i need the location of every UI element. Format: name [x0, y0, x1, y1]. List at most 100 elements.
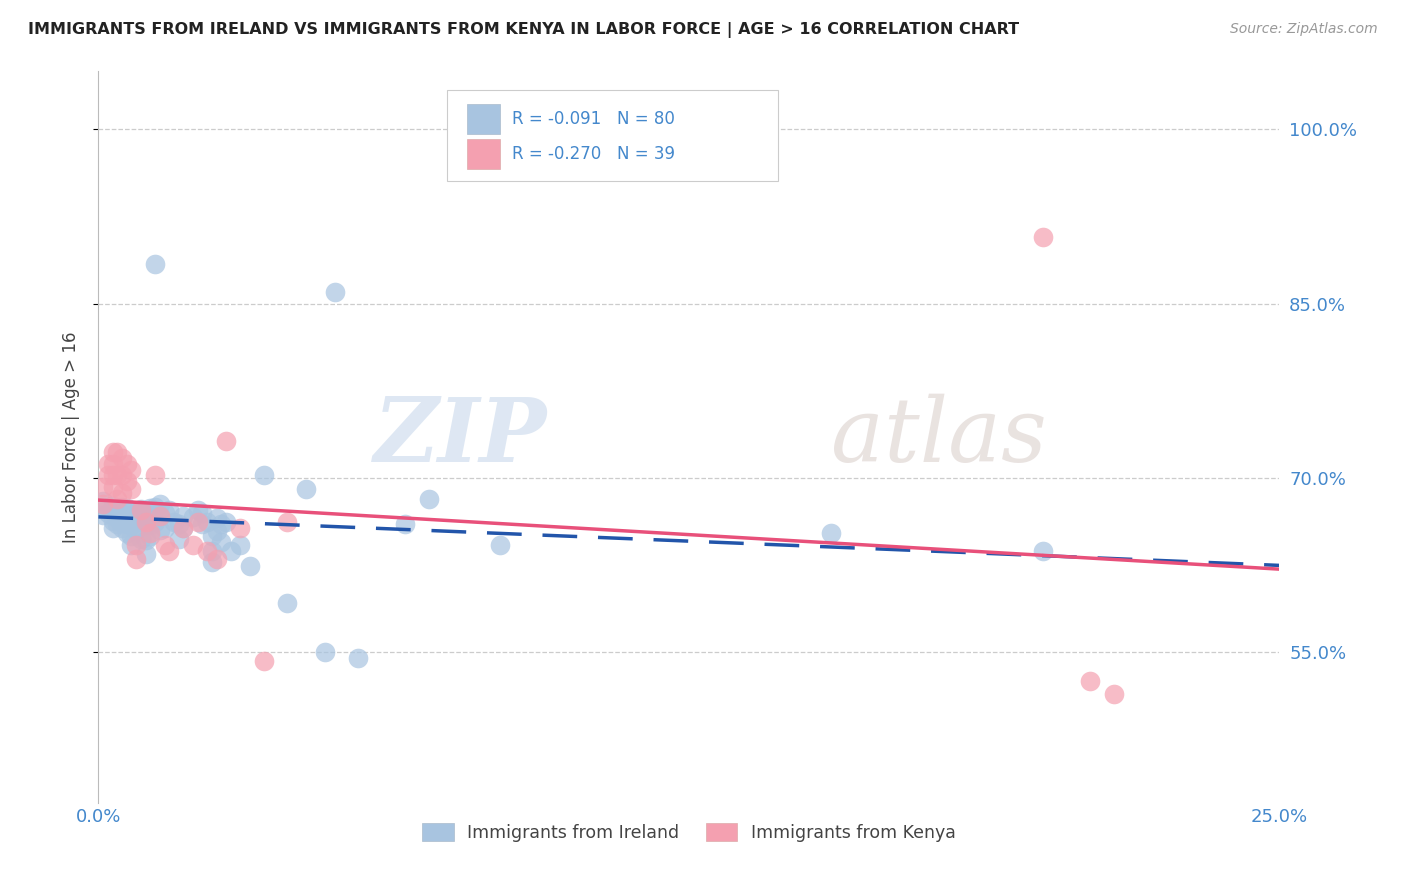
- Bar: [467, 139, 501, 169]
- Point: [135, 533, 157, 548]
- Point: [181, 510, 204, 524]
- Point: [295, 483, 318, 497]
- Point: [105, 510, 128, 524]
- Point: [253, 654, 276, 668]
- Point: [191, 517, 214, 532]
- Text: atlas: atlas: [831, 393, 1046, 481]
- Point: [347, 650, 370, 665]
- FancyBboxPatch shape: [447, 90, 778, 181]
- Legend: Immigrants from Ireland, Immigrants from Kenya: Immigrants from Ireland, Immigrants from…: [415, 816, 963, 849]
- Text: R = -0.091   N = 80: R = -0.091 N = 80: [512, 110, 675, 128]
- Point: [215, 434, 238, 448]
- Point: [1080, 673, 1102, 688]
- Point: [101, 468, 124, 483]
- Point: [205, 524, 228, 538]
- Point: [187, 503, 209, 517]
- Point: [1102, 687, 1125, 701]
- Point: [125, 552, 148, 566]
- Point: [101, 521, 124, 535]
- Point: [111, 515, 134, 529]
- Point: [149, 509, 172, 524]
- Point: [115, 517, 138, 532]
- Point: [115, 526, 138, 541]
- Point: [149, 509, 172, 524]
- Point: [323, 285, 346, 299]
- Point: [209, 517, 232, 532]
- Point: [125, 506, 148, 520]
- Point: [253, 468, 276, 483]
- Text: ZIP: ZIP: [374, 394, 547, 480]
- Point: [1032, 230, 1054, 244]
- Point: [111, 468, 134, 483]
- Text: IMMIGRANTS FROM IRELAND VS IMMIGRANTS FROM KENYA IN LABOR FORCE | AGE > 16 CORRE: IMMIGRANTS FROM IRELAND VS IMMIGRANTS FR…: [28, 22, 1019, 38]
- Point: [143, 515, 166, 529]
- Point: [97, 500, 120, 514]
- Point: [201, 556, 224, 570]
- Point: [121, 529, 143, 543]
- Point: [105, 517, 128, 532]
- Point: [201, 529, 224, 543]
- Point: [91, 508, 114, 522]
- Point: [314, 645, 336, 659]
- Point: [129, 512, 152, 526]
- Point: [115, 500, 138, 515]
- Point: [121, 511, 143, 525]
- Point: [153, 521, 176, 535]
- Point: [149, 497, 172, 511]
- Point: [129, 502, 152, 516]
- Point: [101, 445, 124, 459]
- Point: [153, 506, 176, 520]
- Point: [205, 511, 228, 525]
- Point: [191, 506, 214, 520]
- Text: Source: ZipAtlas.com: Source: ZipAtlas.com: [1230, 22, 1378, 37]
- Point: [219, 544, 242, 558]
- Point: [91, 480, 114, 494]
- Point: [97, 506, 120, 520]
- Point: [239, 558, 262, 573]
- Text: R = -0.270   N = 39: R = -0.270 N = 39: [512, 145, 675, 163]
- Point: [139, 529, 162, 543]
- Point: [135, 504, 157, 518]
- Point: [172, 509, 194, 524]
- Point: [125, 515, 148, 529]
- Point: [121, 538, 143, 552]
- Point: [121, 518, 143, 533]
- Y-axis label: In Labor Force | Age > 16: In Labor Force | Age > 16: [62, 331, 80, 543]
- Point: [153, 538, 176, 552]
- Point: [139, 508, 162, 522]
- Bar: [467, 104, 501, 134]
- Point: [394, 517, 416, 532]
- Point: [91, 494, 114, 508]
- Point: [276, 596, 298, 610]
- Point: [125, 523, 148, 537]
- Point: [489, 538, 512, 552]
- Point: [121, 462, 143, 476]
- Point: [105, 511, 128, 525]
- Point: [172, 521, 194, 535]
- Point: [91, 497, 114, 511]
- Point: [129, 533, 152, 547]
- Point: [157, 503, 180, 517]
- Point: [209, 534, 232, 549]
- Point: [135, 517, 157, 532]
- Point: [115, 474, 138, 488]
- Point: [143, 468, 166, 483]
- Point: [143, 257, 166, 271]
- Point: [187, 515, 209, 529]
- Point: [101, 514, 124, 528]
- Point: [820, 526, 842, 541]
- Point: [139, 500, 162, 515]
- Point: [276, 515, 298, 529]
- Point: [157, 544, 180, 558]
- Point: [149, 523, 172, 537]
- Point: [135, 515, 157, 529]
- Point: [139, 518, 162, 533]
- Point: [111, 450, 134, 465]
- Point: [418, 491, 440, 506]
- Point: [139, 526, 162, 541]
- Point: [97, 457, 120, 471]
- Point: [195, 544, 218, 558]
- Point: [125, 538, 148, 552]
- Point: [111, 521, 134, 535]
- Point: [101, 480, 124, 494]
